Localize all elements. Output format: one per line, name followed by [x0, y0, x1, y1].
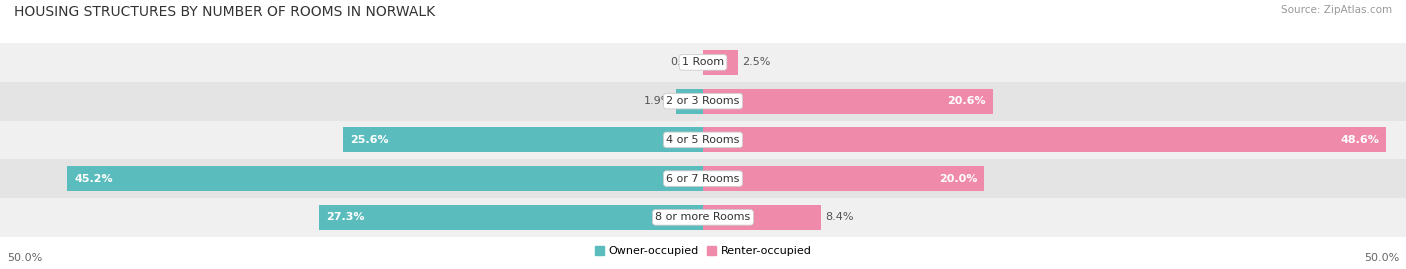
- Text: 20.0%: 20.0%: [939, 174, 977, 184]
- Text: HOUSING STRUCTURES BY NUMBER OF ROOMS IN NORWALK: HOUSING STRUCTURES BY NUMBER OF ROOMS IN…: [14, 5, 436, 19]
- Text: 50.0%: 50.0%: [7, 253, 42, 263]
- Text: 25.6%: 25.6%: [350, 135, 388, 145]
- Bar: [703, 50, 738, 75]
- Bar: [343, 127, 703, 153]
- Bar: [676, 89, 703, 114]
- Text: 1 Room: 1 Room: [682, 57, 724, 68]
- Text: 4 or 5 Rooms: 4 or 5 Rooms: [666, 135, 740, 145]
- Text: 1.9%: 1.9%: [644, 96, 672, 106]
- Bar: [0, 82, 1406, 121]
- Text: 6 or 7 Rooms: 6 or 7 Rooms: [666, 174, 740, 184]
- Text: 50.0%: 50.0%: [1364, 253, 1399, 263]
- Bar: [0, 198, 1406, 237]
- Bar: [703, 205, 821, 230]
- Bar: [703, 89, 993, 114]
- Legend: Owner-occupied, Renter-occupied: Owner-occupied, Renter-occupied: [591, 242, 815, 261]
- Bar: [0, 121, 1406, 159]
- Bar: [0, 43, 1406, 82]
- Text: 8.4%: 8.4%: [825, 212, 853, 222]
- Bar: [67, 166, 703, 191]
- Text: 0.0%: 0.0%: [671, 57, 699, 68]
- Text: 2 or 3 Rooms: 2 or 3 Rooms: [666, 96, 740, 106]
- Text: 27.3%: 27.3%: [326, 212, 364, 222]
- Bar: [703, 127, 1386, 153]
- Text: 45.2%: 45.2%: [75, 174, 112, 184]
- Text: 48.6%: 48.6%: [1340, 135, 1379, 145]
- Text: 2.5%: 2.5%: [742, 57, 770, 68]
- Text: Source: ZipAtlas.com: Source: ZipAtlas.com: [1281, 5, 1392, 15]
- Text: 8 or more Rooms: 8 or more Rooms: [655, 212, 751, 222]
- Bar: [319, 205, 703, 230]
- Text: 20.6%: 20.6%: [948, 96, 986, 106]
- Bar: [0, 159, 1406, 198]
- Bar: [703, 166, 984, 191]
